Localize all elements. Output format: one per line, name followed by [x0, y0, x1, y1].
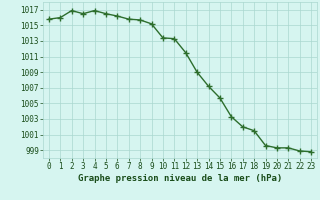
X-axis label: Graphe pression niveau de la mer (hPa): Graphe pression niveau de la mer (hPa) [78, 174, 282, 183]
